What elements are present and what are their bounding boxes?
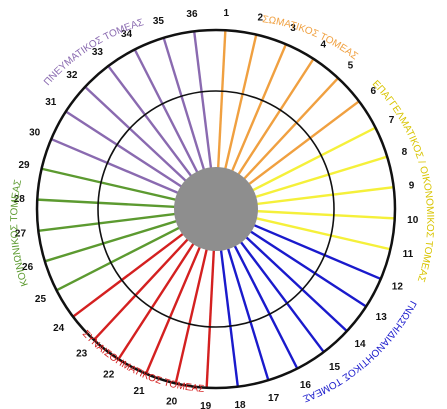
spoke-number-24: 24 <box>53 323 65 334</box>
center-disc <box>174 167 258 251</box>
spoke-number-20: 20 <box>166 396 178 407</box>
spoke-number-35: 35 <box>153 16 165 27</box>
spoke-number-34: 34 <box>121 29 133 40</box>
spoke-number-6: 6 <box>371 86 377 97</box>
spoke-number-25: 25 <box>35 294 47 305</box>
spoke-number-18: 18 <box>234 400 246 409</box>
sector-label-somatikos: ΣΩΜΑΤΙΚΟΣ ΤΟΜΕΑΣ <box>262 14 360 62</box>
center-circle <box>174 167 258 251</box>
spoke-number-26: 26 <box>22 262 34 273</box>
spoke-number-33: 33 <box>92 47 104 58</box>
spoke-number-11: 11 <box>403 249 414 260</box>
spoke-number-2: 2 <box>258 13 264 24</box>
spoke-number-4: 4 <box>321 39 327 50</box>
spoke-number-8: 8 <box>402 147 408 158</box>
spoke-number-27: 27 <box>15 229 27 240</box>
spoke-number-19: 19 <box>200 401 212 409</box>
spoke-number-9: 9 <box>409 180 415 191</box>
spoke-numbers: 1 234567891011121314151617181920212223242… <box>14 8 419 409</box>
spoke-number-3: 3 <box>290 23 296 34</box>
spoke-number-31: 31 <box>45 97 57 108</box>
spoke-number-1: 1 <box>224 8 230 19</box>
spoke-number-13: 13 <box>376 312 388 323</box>
spoke-number-5: 5 <box>348 60 354 71</box>
spoke-number-23: 23 <box>76 349 88 360</box>
spoke-number-16: 16 <box>300 380 312 391</box>
spoke-number-28: 28 <box>14 194 26 205</box>
spoke-number-29: 29 <box>18 160 30 171</box>
spoke-number-17: 17 <box>268 393 280 404</box>
spoke-number-14: 14 <box>355 339 367 350</box>
spoke-number-12: 12 <box>392 281 404 292</box>
spoke-number-10: 10 <box>407 215 419 226</box>
spoke-number-32: 32 <box>66 70 78 81</box>
outer-ring <box>35 28 397 390</box>
spoke-number-21: 21 <box>133 386 145 397</box>
spoke-number-15: 15 <box>329 362 341 373</box>
spoke-number-7: 7 <box>389 115 395 126</box>
spoke-number-36: 36 <box>186 9 198 20</box>
middle-ring <box>97 90 335 328</box>
spoke-number-22: 22 <box>103 370 115 381</box>
spoke-number-30: 30 <box>29 128 41 139</box>
